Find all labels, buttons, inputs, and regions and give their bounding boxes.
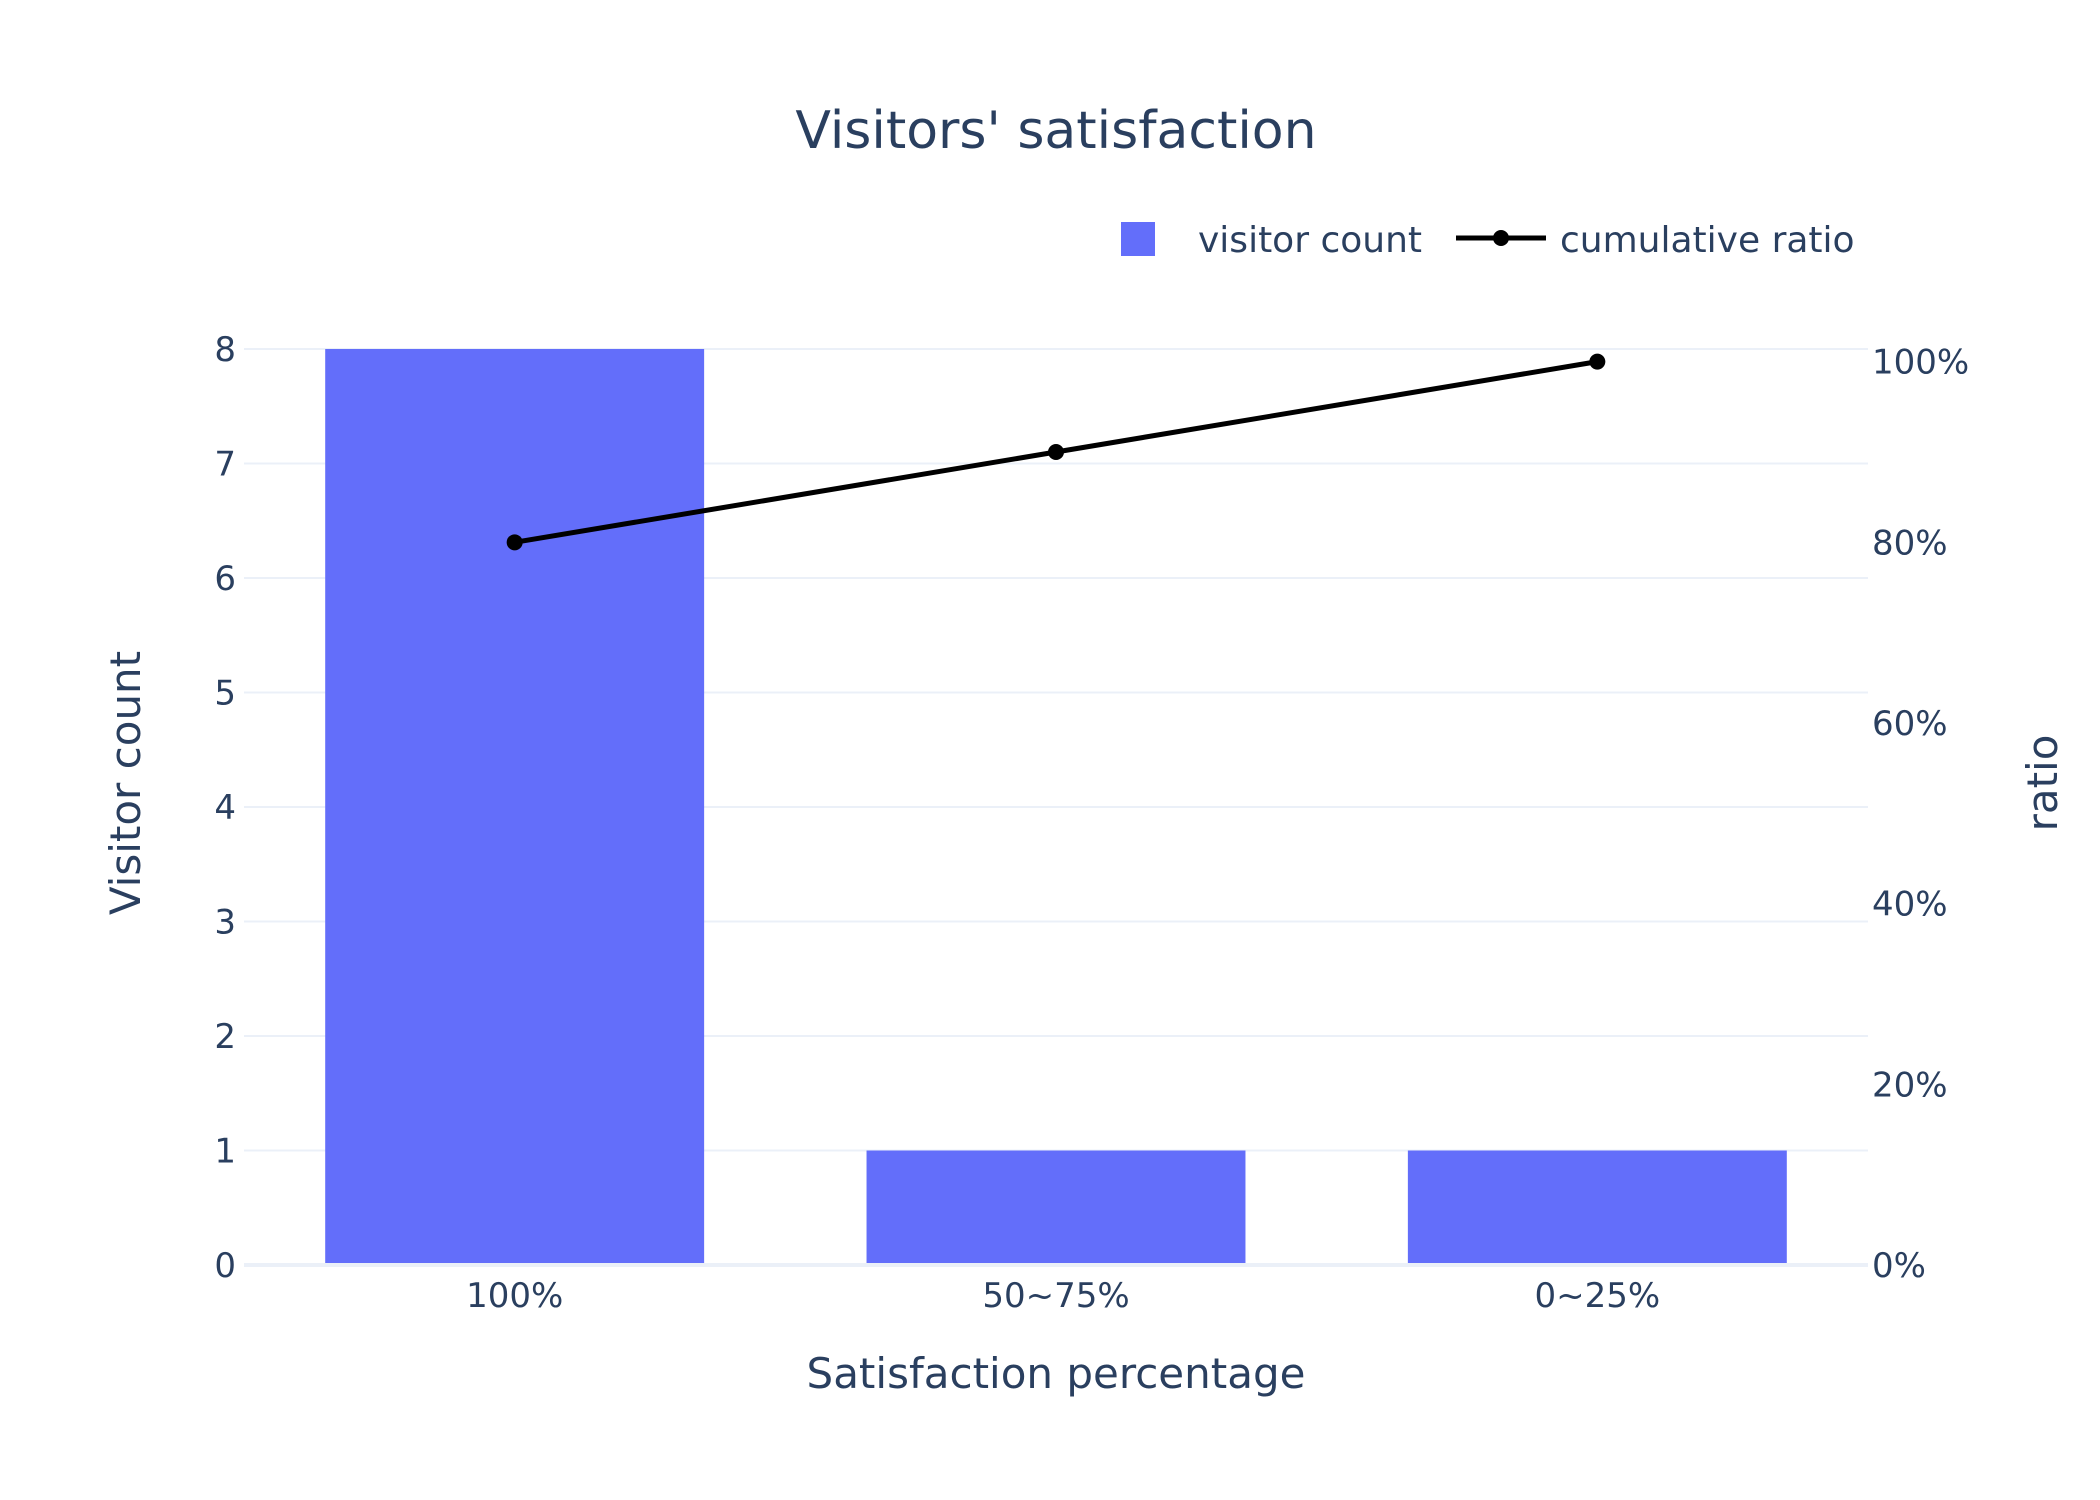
line-marker[interactable]: [1589, 353, 1606, 370]
y2-tick-label: 40%: [1872, 885, 1948, 925]
x-axis-ticks: 100% 50~75% 0~25%: [466, 1276, 1660, 1316]
y-tick-label: 7: [214, 445, 236, 485]
y2-axis-ticks: 0% 20% 40% 60% 80% 100%: [1872, 343, 1969, 1286]
line-marker[interactable]: [506, 534, 523, 551]
y-tick-label: 8: [214, 330, 236, 370]
x-tick-label: 100%: [466, 1276, 563, 1316]
y2-tick-label: 0%: [1872, 1246, 1926, 1286]
y2-tick-label: 60%: [1872, 704, 1948, 744]
y-tick-label: 3: [214, 903, 236, 943]
legend-marker-line: [1493, 230, 1509, 246]
y-tick-label: 2: [214, 1017, 236, 1057]
legend: visitor count cumulative ratio: [1121, 220, 1855, 261]
y2-tick-label: 20%: [1872, 1065, 1948, 1105]
x-axis-title: Satisfaction percentage: [807, 1349, 1306, 1398]
legend-label-bar: visitor count: [1198, 220, 1422, 261]
legend-label-line: cumulative ratio: [1560, 220, 1855, 261]
x-tick-label: 50~75%: [982, 1276, 1129, 1316]
bar[interactable]: [325, 349, 705, 1265]
y-axis-ticks: 0 1 2 3 4 5 6 7 8: [214, 330, 236, 1286]
y-tick-label: 6: [214, 559, 236, 599]
y-tick-label: 1: [214, 1132, 236, 1172]
y2-tick-label: 80%: [1872, 523, 1948, 563]
y2-tick-label: 100%: [1872, 343, 1969, 383]
y-tick-label: 0: [214, 1246, 236, 1286]
y2-axis-title: ratio: [2018, 735, 2067, 832]
x-tick-label: 0~25%: [1534, 1276, 1660, 1316]
legend-swatch-bar: [1121, 222, 1155, 256]
line-series: [506, 353, 1606, 551]
bar[interactable]: [1407, 1150, 1787, 1266]
y-axis-title: Visitor count: [101, 651, 150, 915]
bar[interactable]: [866, 1150, 1246, 1266]
legend-item-line[interactable]: cumulative ratio: [1456, 220, 1855, 261]
y-tick-label: 5: [214, 674, 236, 714]
line-marker[interactable]: [1048, 443, 1064, 460]
y-tick-label: 4: [214, 788, 236, 828]
legend-item-bar[interactable]: visitor count: [1121, 220, 1422, 261]
chart-title: Visitors' satisfaction: [795, 101, 1316, 161]
bar-series: [325, 349, 1787, 1265]
